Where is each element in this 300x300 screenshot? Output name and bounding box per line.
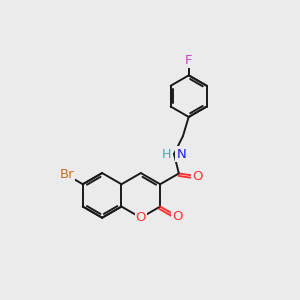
Text: Br: Br — [59, 169, 74, 182]
Text: O: O — [136, 211, 146, 224]
Text: N: N — [176, 148, 186, 160]
Text: O: O — [192, 170, 202, 183]
Text: H: H — [161, 148, 171, 160]
Text: F: F — [185, 54, 192, 67]
Text: O: O — [172, 210, 183, 223]
